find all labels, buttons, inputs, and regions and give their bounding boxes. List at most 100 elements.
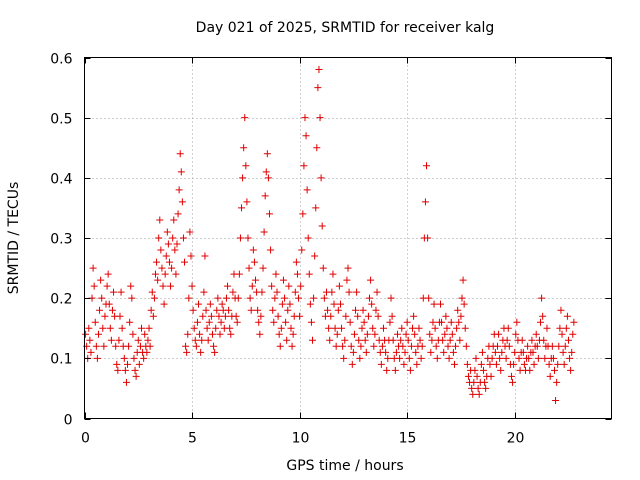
data-point: [282, 318, 290, 326]
data-point: [426, 330, 434, 338]
data-point: [148, 288, 156, 296]
data-point: [564, 336, 572, 344]
data-point: [456, 336, 464, 344]
data-point: [260, 228, 268, 236]
data-point: [400, 360, 408, 368]
data-point: [104, 270, 112, 278]
data-point: [416, 336, 424, 344]
data-point: [277, 324, 285, 332]
axes: [84, 57, 612, 420]
data-point: [520, 360, 528, 368]
data-point: [313, 144, 321, 152]
data-point: [569, 330, 577, 338]
data-point: [537, 318, 545, 326]
data-point: [339, 342, 347, 350]
data-point: [203, 324, 211, 332]
data-point: [94, 330, 102, 338]
data-point: [415, 324, 423, 332]
plot-frame: [84, 57, 612, 419]
data-point: [99, 324, 107, 332]
data-point: [87, 348, 95, 356]
data-point: [548, 342, 556, 350]
data-point: [289, 330, 297, 338]
data-point: [112, 342, 120, 350]
data-point: [524, 342, 532, 350]
data-point: [468, 384, 476, 392]
x-tick-labels: 0 5 10 15 20: [81, 431, 524, 447]
data-point: [101, 312, 109, 320]
data-point: [566, 354, 574, 362]
data-point: [183, 348, 191, 356]
data-point: [287, 324, 295, 332]
data-point: [247, 306, 255, 314]
data-point: [296, 312, 304, 320]
data-point: [388, 312, 396, 320]
data-point: [238, 204, 246, 212]
data-point: [216, 330, 224, 338]
data-point: [549, 354, 557, 362]
data-point: [156, 216, 164, 224]
data-point: [269, 306, 277, 314]
data-point: [259, 264, 267, 272]
data-point: [182, 342, 190, 350]
data-point: [155, 234, 163, 242]
data-point: [399, 342, 407, 350]
data-point: [300, 162, 308, 170]
data-point: [135, 360, 143, 368]
data-point: [143, 348, 151, 356]
data-point: [492, 360, 500, 368]
data-point: [222, 294, 230, 302]
x-tick-label: 0: [81, 431, 90, 447]
data-point: [140, 354, 148, 362]
data-point: [354, 312, 362, 320]
data-point: [493, 342, 501, 350]
data-point: [298, 246, 306, 254]
data-point: [225, 306, 233, 314]
data-point: [82, 330, 90, 338]
data-point: [471, 366, 479, 374]
data-point: [495, 330, 503, 338]
data-point: [391, 366, 399, 374]
data-point: [244, 234, 252, 242]
data-point: [213, 306, 221, 314]
data-point: [421, 198, 429, 206]
data-point: [264, 174, 272, 182]
data-point: [261, 192, 269, 200]
data-point: [329, 270, 337, 278]
data-point: [288, 342, 296, 350]
data-point: [188, 282, 196, 290]
data-point: [98, 294, 106, 302]
data-point: [357, 342, 365, 350]
data-point: [157, 246, 165, 254]
data-point: [372, 306, 380, 314]
data-point: [373, 288, 381, 296]
data-point: [272, 270, 280, 278]
data-point: [552, 396, 560, 404]
data-point: [383, 366, 391, 374]
data-point: [233, 318, 241, 326]
data-point: [120, 354, 128, 362]
data-point: [202, 306, 210, 314]
data-point: [368, 300, 376, 308]
data-point: [164, 240, 172, 248]
data-point: [504, 324, 512, 332]
data-point: [242, 162, 250, 170]
data-point: [487, 372, 495, 380]
data-point: [409, 324, 417, 332]
data-point: [293, 270, 301, 278]
data-point: [346, 318, 354, 326]
data-point: [333, 330, 341, 338]
data-point: [189, 306, 197, 314]
data-point: [181, 258, 189, 266]
data-point: [268, 282, 276, 290]
data-point: [477, 360, 485, 368]
data-point: [252, 276, 260, 284]
data-point: [515, 354, 523, 362]
data-point: [159, 282, 167, 290]
data-point: [306, 300, 314, 308]
data-point: [424, 234, 432, 242]
data-point: [562, 324, 570, 332]
data-point: [413, 360, 421, 368]
data-point: [125, 342, 133, 350]
data-point: [355, 336, 363, 344]
